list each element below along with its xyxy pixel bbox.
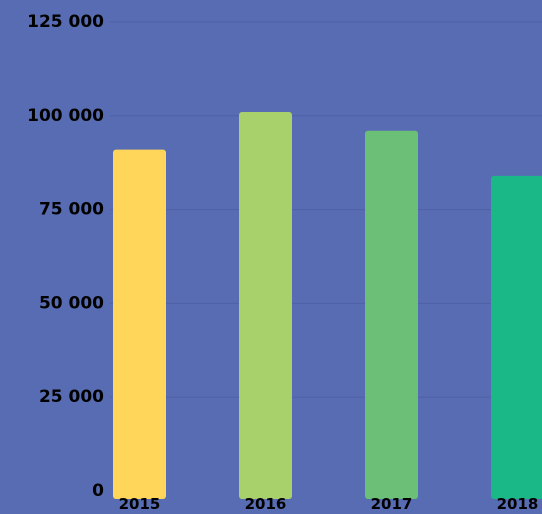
x-category-label: 2017	[371, 495, 413, 513]
gridlines	[110, 21, 542, 398]
bar-2015	[113, 149, 166, 499]
y-tick-label: 0	[92, 481, 104, 501]
x-category-label: 2016	[245, 495, 287, 513]
y-tick-label: 100 000	[27, 106, 104, 126]
y-tick-label: 25 000	[39, 387, 104, 407]
bar-2017	[365, 130, 418, 500]
y-tick-label: 50 000	[39, 293, 104, 313]
y-tick-label: 125 000	[27, 12, 104, 32]
bars	[113, 112, 542, 500]
x-category-label: 2018	[497, 495, 539, 513]
bar-2016	[239, 112, 292, 499]
bar-2018	[491, 175, 542, 499]
y-tick-label: 75 000	[39, 200, 104, 220]
x-axis-category-labels: 2015 2016 2017 2018	[119, 495, 539, 513]
x-category-label: 2015	[119, 495, 161, 513]
y-axis-tick-labels: 0 25 000 50 000 75 000 100 000 125 000	[27, 12, 104, 501]
